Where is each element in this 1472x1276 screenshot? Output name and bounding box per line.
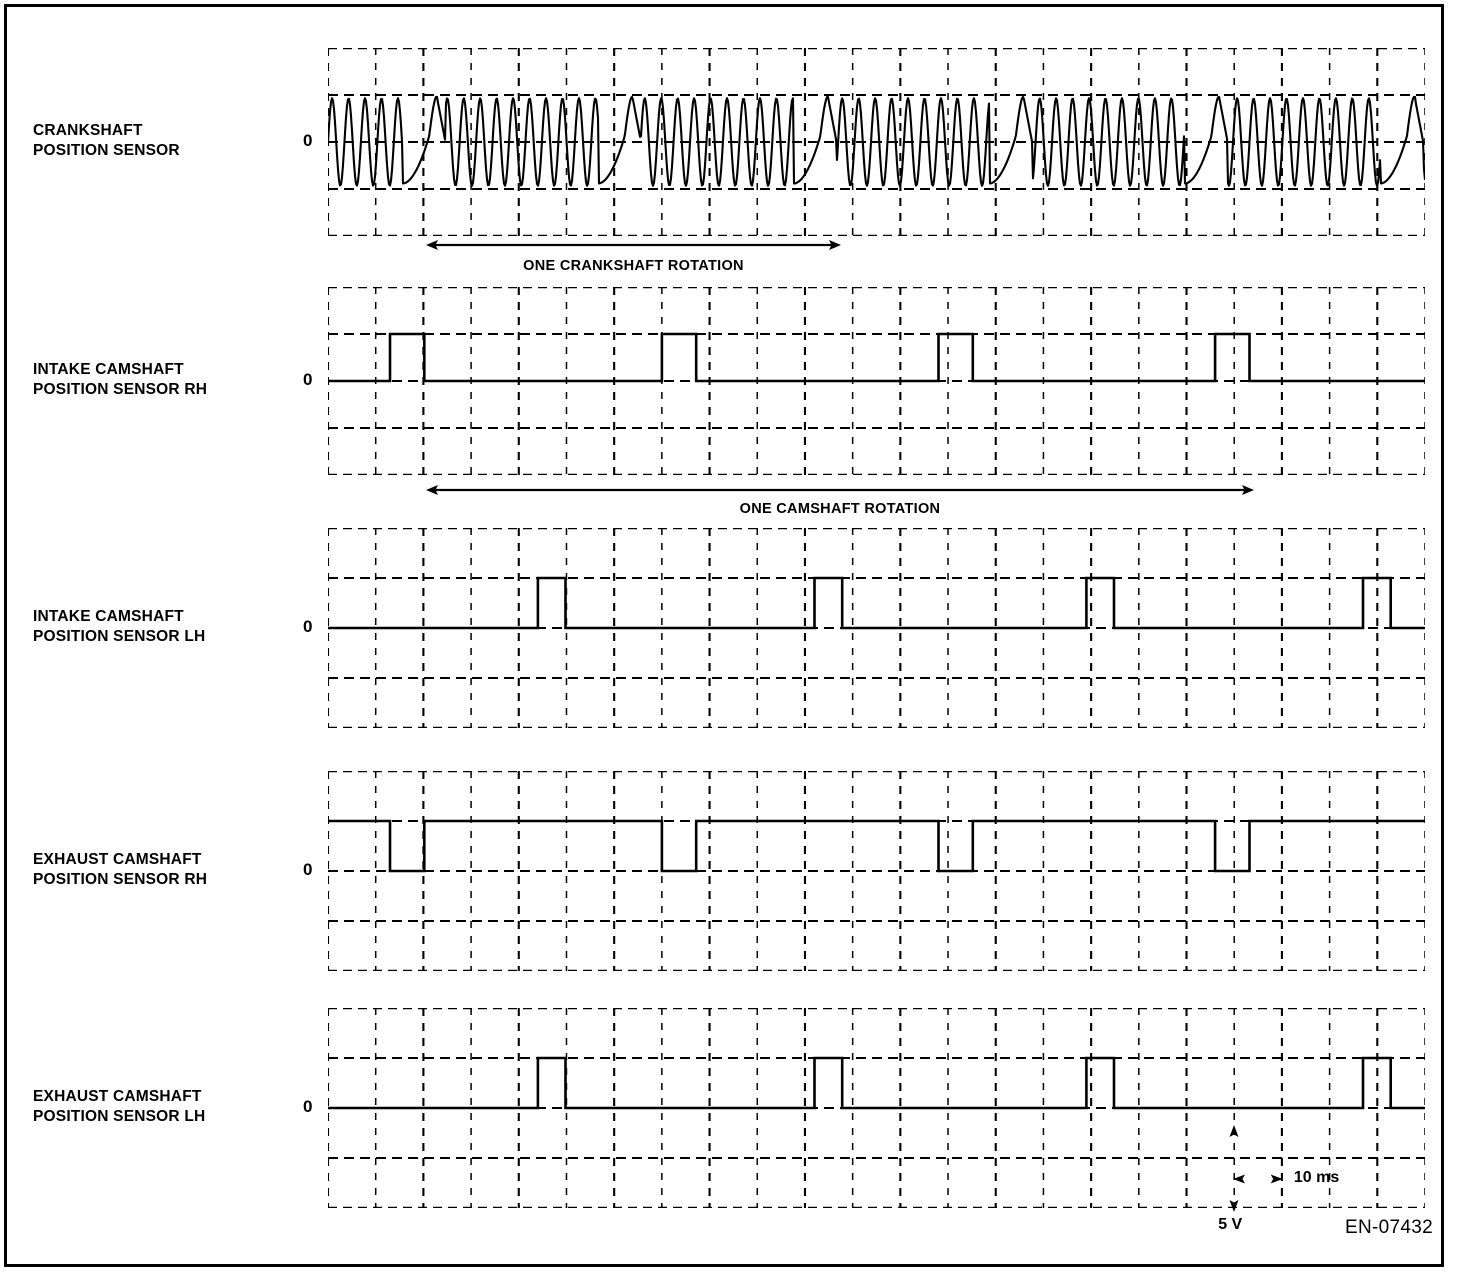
voltage-scale-marker [1225,1123,1243,1214]
row-label-crankshaft-position-sensor: CRANKSHAFT POSITION SENSOR [33,122,180,159]
zero-label-exhaust-camshaft-position-sensor-rh: 0 [303,860,313,879]
time-scale-marker [1230,1170,1288,1188]
row-label-intake-camshaft-position-sensor-lh: INTAKE CAMSHAFT POSITION SENSOR LH [33,608,206,645]
waveform-panel-exhaust-camshaft-position-sensor-lh [328,1008,1425,1208]
time-scale-label: 10 ms [1293,1169,1340,1186]
row-label-intake-camshaft-position-sensor-rh: INTAKE CAMSHAFT POSITION SENSOR RH [33,361,208,398]
zero-label-crankshaft-position-sensor: 0 [303,131,313,150]
figure-code: EN-07432 [1345,1217,1433,1238]
waveform-panel-crankshaft-position-sensor [328,48,1425,236]
waveform-panel-intake-camshaft-position-sensor-lh [328,528,1425,728]
row-label-exhaust-camshaft-position-sensor-lh: EXHAUST CAMSHAFT POSITION SENSOR LH [33,1088,206,1125]
arrow-one-crankshaft-rotation [425,236,842,254]
zero-label-intake-camshaft-position-sensor-lh: 0 [303,617,313,636]
arrow-one-camshaft-rotation [425,481,1255,499]
row-label-exhaust-camshaft-position-sensor-rh: EXHAUST CAMSHAFT POSITION SENSOR RH [33,851,208,888]
voltage-scale-label: 5 V [1218,1216,1243,1233]
waveform-panel-exhaust-camshaft-position-sensor-rh [328,771,1425,971]
zero-label-intake-camshaft-position-sensor-rh: 0 [303,370,313,389]
waveform-panel-intake-camshaft-position-sensor-rh [328,287,1425,475]
figure-border [4,4,1444,1267]
zero-label-exhaust-camshaft-position-sensor-lh: 0 [303,1097,313,1116]
label-one-crankshaft-rotation: ONE CRANKSHAFT ROTATION [523,258,744,274]
label-one-camshaft-rotation: ONE CAMSHAFT ROTATION [739,501,941,517]
